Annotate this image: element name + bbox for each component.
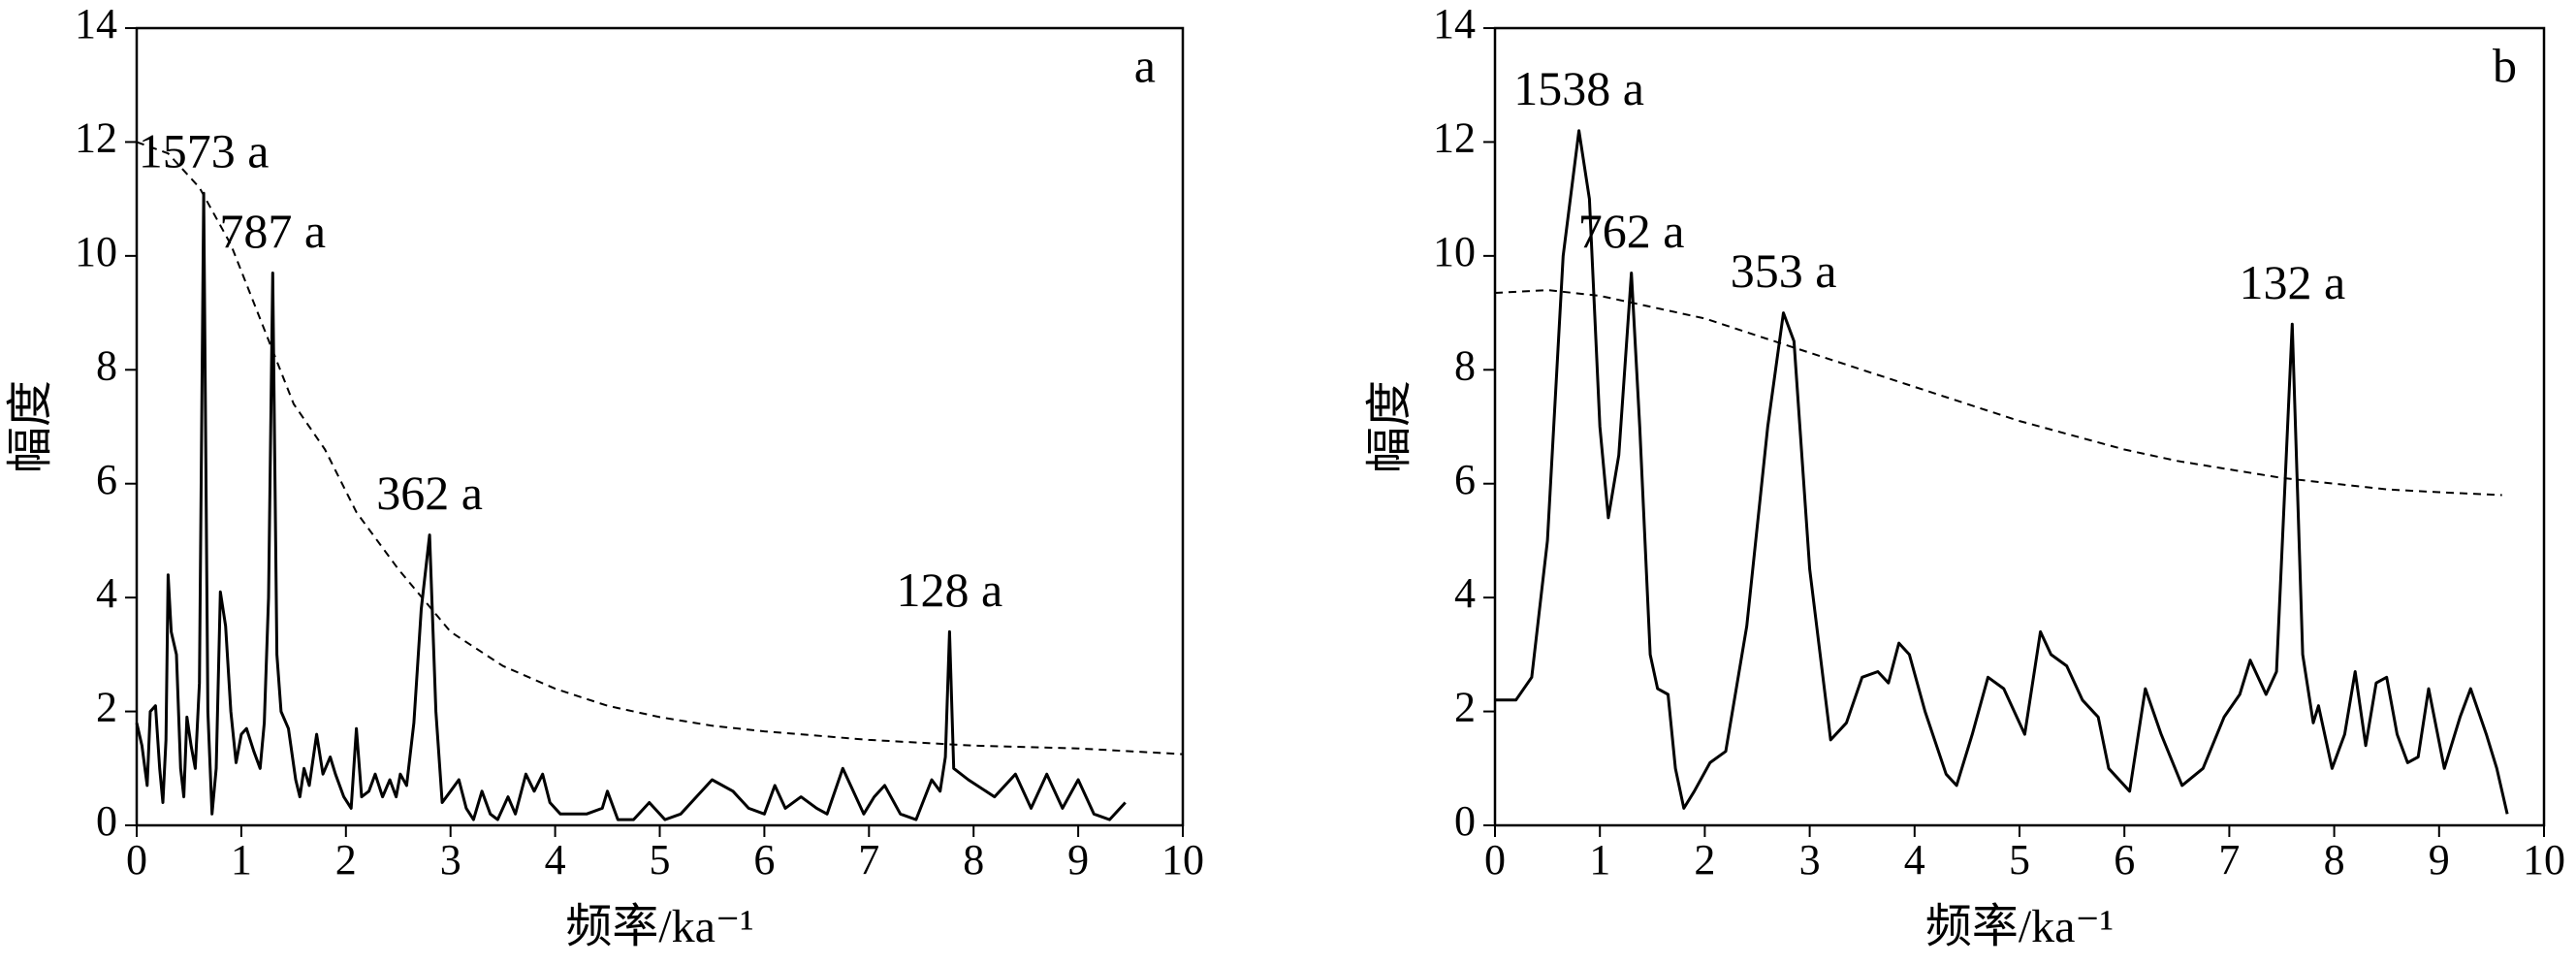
y-tick-label: 8 bbox=[1454, 341, 1476, 389]
x-tick-label: 1 bbox=[231, 836, 252, 884]
x-tick-label: 0 bbox=[1484, 836, 1506, 884]
peak-label: 762 a bbox=[1578, 204, 1685, 258]
y-tick-label: 4 bbox=[96, 569, 117, 617]
peak-label: 1538 a bbox=[1513, 61, 1644, 115]
x-tick-label: 10 bbox=[2523, 836, 2565, 884]
y-tick-label: 4 bbox=[1454, 569, 1476, 617]
x-tick-label: 8 bbox=[963, 836, 984, 884]
x-tick-label: 0 bbox=[126, 836, 147, 884]
x-tick-label: 8 bbox=[2324, 836, 2345, 884]
panel-label: a bbox=[1134, 38, 1156, 92]
y-tick-label: 0 bbox=[1454, 797, 1476, 845]
peak-label: 353 a bbox=[1731, 243, 1837, 298]
x-tick-label: 7 bbox=[2218, 836, 2240, 884]
y-axis-label: 幅度 bbox=[5, 380, 56, 473]
spectrum-line bbox=[1495, 129, 2509, 815]
y-tick-label: 10 bbox=[1433, 228, 1476, 275]
x-tick-label: 3 bbox=[440, 836, 461, 884]
spectrum-line bbox=[136, 141, 1184, 756]
y-tick-label: 14 bbox=[1433, 0, 1476, 48]
x-tick-label: 2 bbox=[1694, 836, 1715, 884]
x-tick-label: 3 bbox=[1799, 836, 1821, 884]
y-tick-label: 0 bbox=[96, 797, 117, 845]
x-tick-label: 2 bbox=[335, 836, 357, 884]
y-tick-label: 2 bbox=[1454, 684, 1476, 731]
panel-label: b bbox=[2493, 38, 2517, 92]
y-tick-label: 12 bbox=[1433, 114, 1476, 162]
x-axis-label: 频率/ka⁻¹ bbox=[1925, 901, 2114, 952]
x-tick-label: 5 bbox=[650, 836, 671, 884]
x-tick-label: 7 bbox=[858, 836, 879, 884]
peak-label: 128 a bbox=[897, 563, 1003, 617]
spectrum-line bbox=[1494, 289, 2502, 497]
y-tick-label: 6 bbox=[1454, 456, 1476, 503]
x-tick-label: 4 bbox=[545, 836, 566, 884]
peak-label: 362 a bbox=[376, 466, 483, 520]
y-tick-label: 2 bbox=[96, 684, 117, 731]
x-tick-label: 5 bbox=[2009, 836, 2030, 884]
y-tick-label: 10 bbox=[75, 228, 117, 275]
plot-frame bbox=[135, 26, 1185, 827]
x-axis-label: 频率/ka⁻¹ bbox=[565, 901, 753, 952]
x-tick-label: 10 bbox=[1161, 836, 1204, 884]
y-axis-label: 幅度 bbox=[1364, 380, 1415, 473]
x-tick-label: 1 bbox=[1589, 836, 1610, 884]
y-tick-label: 14 bbox=[75, 0, 117, 48]
x-tick-label: 6 bbox=[2114, 836, 2135, 884]
x-tick-label: 6 bbox=[753, 836, 775, 884]
y-tick-label: 6 bbox=[96, 456, 117, 503]
x-tick-label: 9 bbox=[1067, 836, 1089, 884]
plot-frame bbox=[1493, 26, 2546, 827]
x-tick-label: 9 bbox=[2429, 836, 2450, 884]
x-tick-label: 4 bbox=[1904, 836, 1925, 884]
peak-label: 132 a bbox=[2239, 255, 2345, 309]
spectrum-line bbox=[135, 191, 1127, 821]
peak-label: 787 a bbox=[219, 204, 326, 258]
y-tick-label: 12 bbox=[75, 114, 117, 162]
y-tick-label: 8 bbox=[96, 341, 117, 389]
peak-label: 1573 a bbox=[139, 124, 270, 178]
